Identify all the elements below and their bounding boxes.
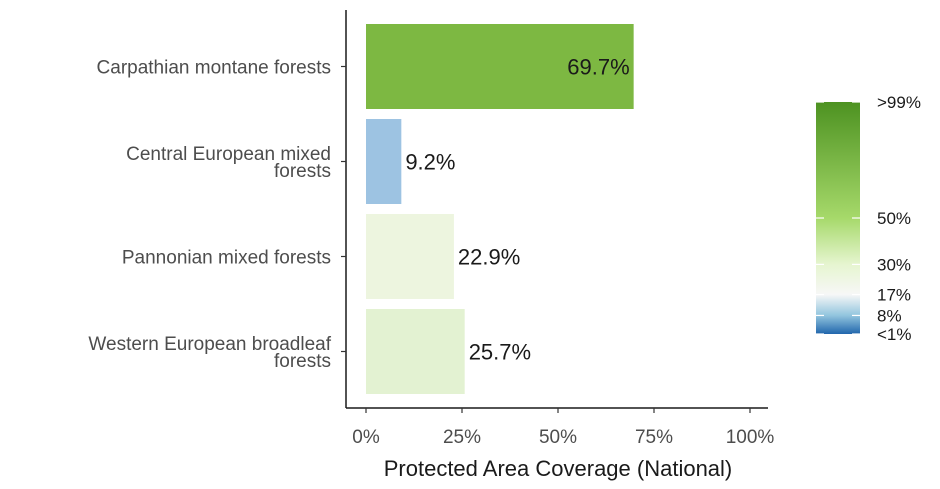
x-tick-label: 50%: [539, 427, 577, 448]
colorbar-tick-label: 30%: [877, 255, 911, 274]
y-tick-label: Western European broadleaf: [88, 334, 331, 355]
bar-value-label: 69.7%: [567, 55, 629, 80]
x-axis: 0% 25% 50% 75% 100%: [346, 407, 775, 448]
bar: [366, 214, 454, 299]
x-tick-label: 0%: [352, 427, 380, 448]
y-tick-label: forests: [274, 161, 331, 182]
y-tick-label: forests: [274, 351, 331, 372]
y-tick-label: Pannonian mixed forests: [122, 248, 331, 269]
y-tick-label: Carpathian montane forests: [97, 58, 331, 79]
x-tick-label: 75%: [635, 427, 673, 448]
bar: [366, 309, 465, 394]
value-labels-group: 69.7% 9.2% 22.9% 25.7%: [405, 55, 629, 365]
colorbar-tick-label: <1%: [877, 325, 912, 344]
bar-value-label: 9.2%: [405, 150, 455, 175]
bar: [366, 24, 634, 109]
bar: [366, 119, 402, 204]
bar-value-label: 25.7%: [469, 340, 531, 365]
colorbar-tick-label: 8%: [877, 306, 902, 325]
colorbar-legend: >99% 50% 30% 17%8%<1%: [816, 93, 921, 344]
x-axis-title: Protected Area Coverage (National): [384, 456, 733, 481]
colorbar-tick-label: >99%: [877, 93, 921, 112]
colorbar-tick-label: 50%: [877, 209, 911, 228]
y-tick-label: Central European mixed: [126, 144, 331, 165]
y-axis: Carpathian montane forests Central Europe…: [88, 10, 347, 408]
bar-value-label: 22.9%: [458, 245, 520, 270]
x-tick-label: 100%: [726, 427, 775, 448]
x-tick-label: 25%: [443, 427, 481, 448]
bars-group: [366, 24, 634, 394]
colorbar-tick-label: 17%: [877, 286, 911, 305]
